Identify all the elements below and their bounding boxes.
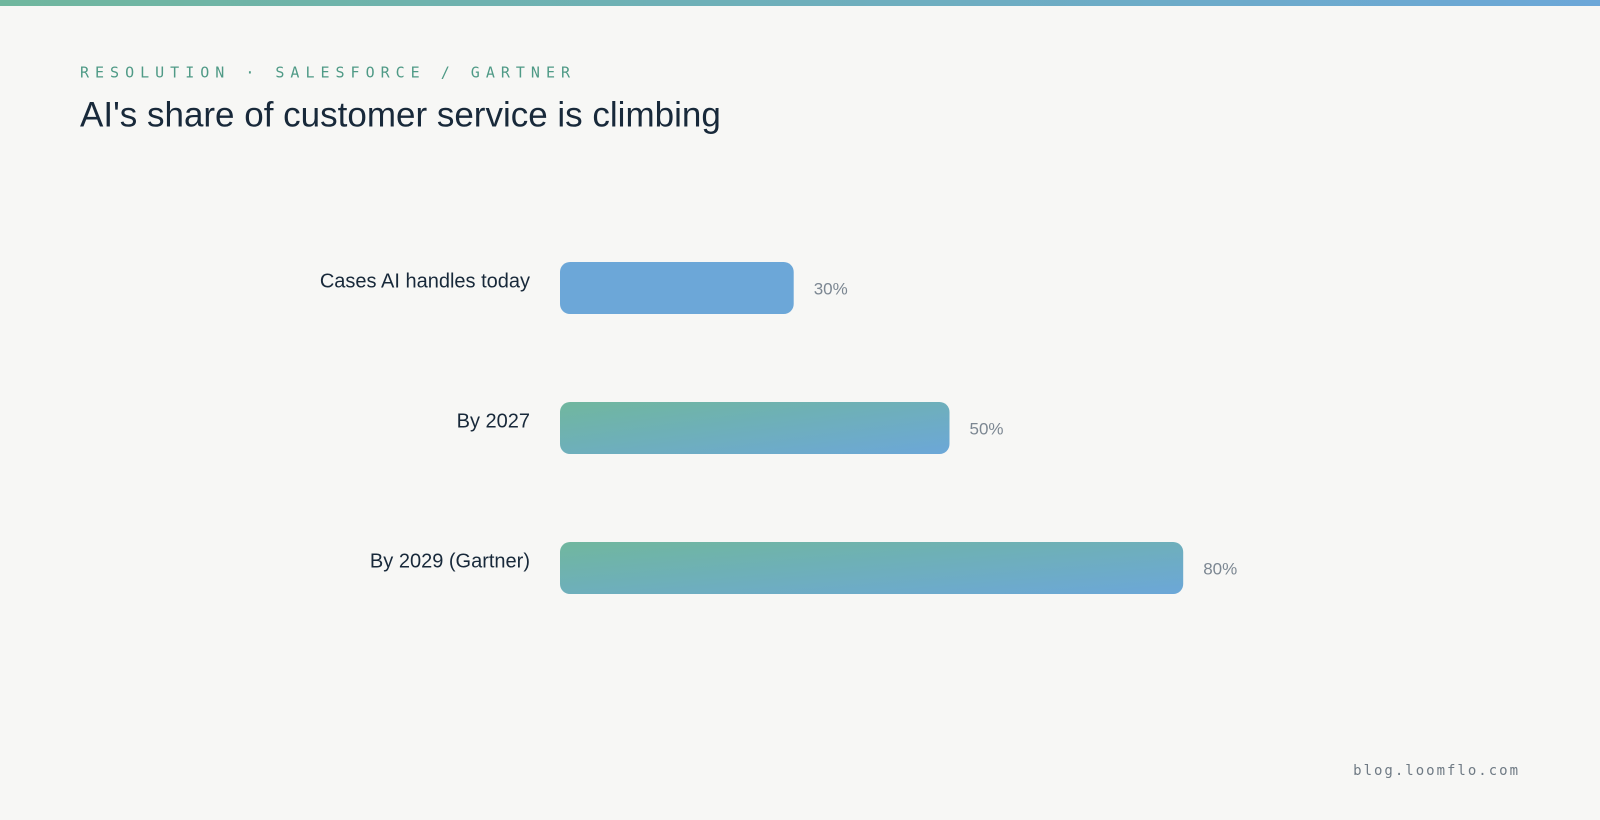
chart-title: AI's share of customer service is climbi… <box>80 95 721 134</box>
category-label: By 2027 <box>457 410 530 432</box>
value-label: 50% <box>970 419 1004 438</box>
value-label: 80% <box>1203 559 1237 578</box>
top-stripe <box>0 0 1600 6</box>
footer: blog.loomflo.com <box>1353 763 1520 779</box>
bar <box>560 262 794 314</box>
eyebrow: RESOLUTION · SALESFORCE / GARTNER <box>80 64 576 82</box>
bar <box>560 402 950 454</box>
bar <box>560 542 1184 594</box>
category-label: By 2029 (Gartner) <box>370 550 530 572</box>
value-label: 30% <box>814 279 848 298</box>
category-label: Cases AI handles today <box>320 270 530 292</box>
